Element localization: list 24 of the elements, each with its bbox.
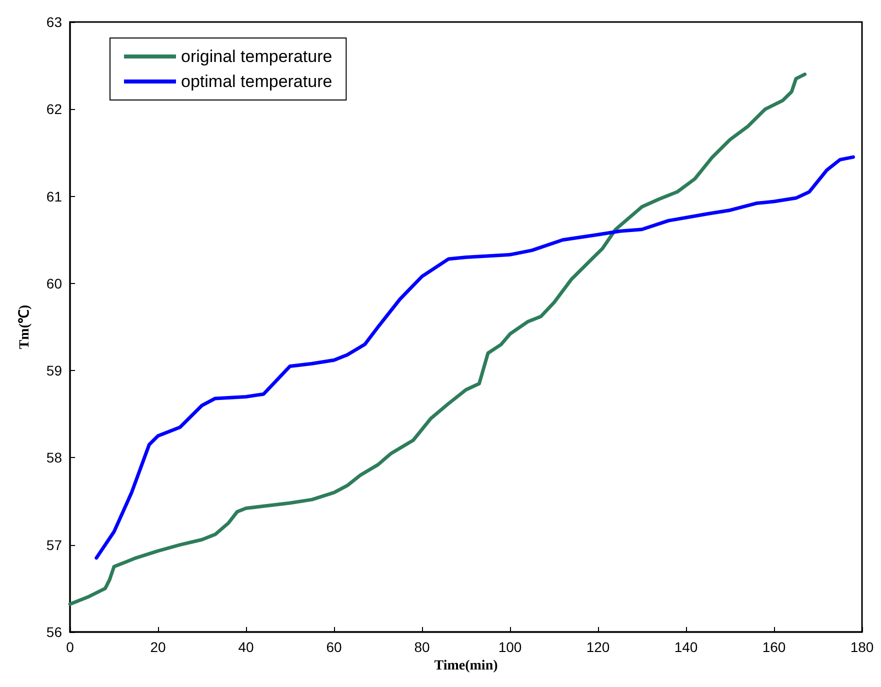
x-axis-title: Time(min): [434, 658, 498, 674]
y-axis-title: Tm(℃): [18, 304, 32, 350]
y-tick-label: 59: [46, 362, 62, 379]
line-series: [94, 155, 855, 560]
x-tick-label: 140: [674, 639, 698, 655]
legend-label: optimal temperature: [181, 72, 332, 91]
y-tick-label: 57: [46, 536, 62, 553]
y-tick-label: 63: [46, 14, 62, 30]
y-tick-label: 58: [46, 450, 62, 466]
x-tick-label: 100: [498, 639, 522, 655]
y-tick-label: 61: [46, 188, 62, 204]
line-series: [68, 72, 807, 606]
y-tick-label: 62: [46, 101, 62, 118]
x-tick-label: 40: [238, 639, 254, 655]
y-tick-label: 56: [46, 624, 62, 640]
x-tick-label: 180: [850, 639, 874, 655]
x-tick-label: 120: [586, 639, 610, 655]
x-tick-label: 20: [150, 639, 166, 655]
x-tick-label: 0: [66, 639, 74, 655]
x-tick-label: 160: [762, 639, 786, 655]
x-tick-label: 60: [326, 639, 342, 655]
legend-label: original temperature: [181, 47, 332, 66]
y-tick-label: 60: [46, 275, 62, 292]
x-tick-label: 80: [414, 639, 430, 655]
